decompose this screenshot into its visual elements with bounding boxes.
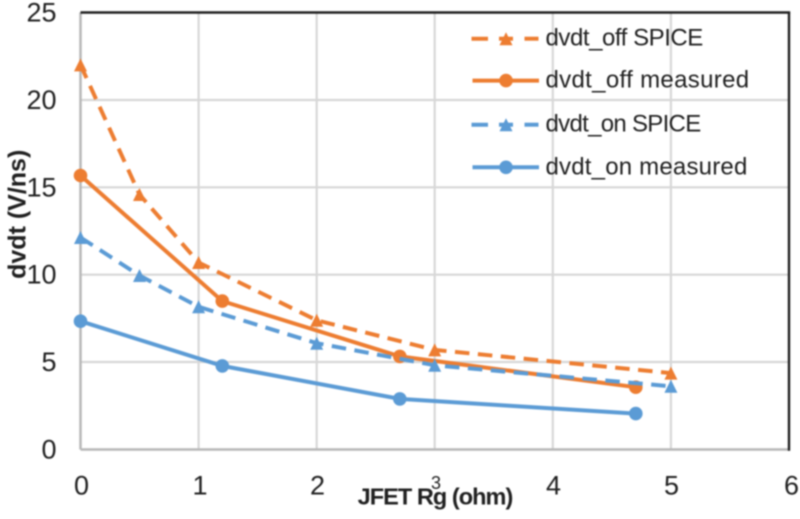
svg-text:5: 5: [664, 471, 679, 501]
svg-text:dvdt (V/ns): dvdt (V/ns): [3, 150, 31, 279]
svg-text:5: 5: [41, 347, 56, 377]
svg-text:dvdt_off SPICE: dvdt_off SPICE: [546, 25, 703, 52]
svg-text:10: 10: [26, 260, 56, 290]
svg-text:6: 6: [784, 471, 799, 501]
svg-text:15: 15: [26, 172, 56, 202]
svg-text:25: 25: [26, 0, 56, 28]
svg-text:4: 4: [546, 471, 561, 501]
svg-text:0: 0: [74, 471, 89, 501]
svg-text:JFET Rg (ohm): JFET Rg (ohm): [358, 484, 513, 510]
svg-text:2: 2: [310, 471, 325, 501]
svg-text:dvdt_on measured: dvdt_on measured: [546, 153, 748, 180]
svg-text:0: 0: [41, 435, 56, 465]
svg-text:20: 20: [26, 85, 56, 115]
svg-text:1: 1: [192, 471, 207, 501]
svg-text:dvdt_off measured: dvdt_off measured: [546, 67, 750, 94]
svg-text:dvdt_on SPICE: dvdt_on SPICE: [546, 111, 701, 138]
svg-text:3: 3: [431, 473, 441, 493]
